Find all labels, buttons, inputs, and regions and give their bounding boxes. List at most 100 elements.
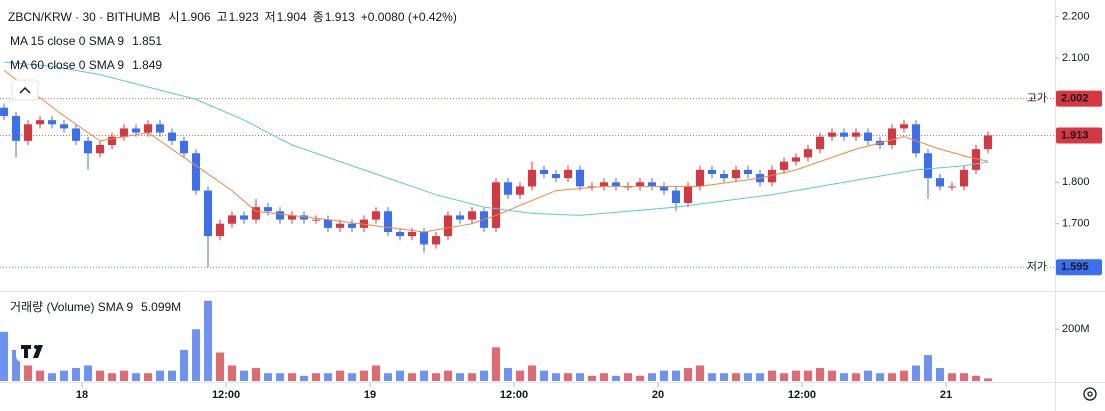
volume-bar	[24, 365, 33, 381]
volume-bar	[480, 370, 489, 381]
candle-body	[971, 149, 980, 170]
candle-body	[96, 145, 105, 154]
tradingview-logo[interactable]	[16, 338, 50, 362]
candle-body	[312, 219, 321, 221]
y-tick-label: 2.100	[1062, 52, 1090, 64]
volume-bar	[683, 368, 692, 381]
candle-body	[516, 186, 525, 195]
candle-body	[815, 136, 824, 150]
candle-body	[432, 236, 441, 245]
candle-body	[252, 207, 261, 220]
volume-bar	[947, 373, 956, 381]
candle-body	[563, 169, 572, 179]
price-label-box	[1056, 259, 1102, 276]
legend-text: MA 60 close 0 SMA 9	[10, 58, 124, 72]
legend-text: 1.851	[132, 34, 162, 48]
volume-bar	[36, 370, 45, 381]
volume-bar	[0, 331, 9, 381]
candle-body	[504, 182, 513, 195]
volume-bar	[803, 370, 812, 381]
candle-body	[276, 211, 285, 220]
candle-body	[48, 120, 57, 125]
candle-body	[216, 223, 225, 237]
candle-body	[779, 161, 788, 170]
volume-bar	[671, 370, 680, 381]
candle-body	[408, 232, 417, 237]
volume-bar	[420, 370, 429, 381]
legend-text: 종	[313, 10, 324, 24]
volume-bar	[276, 373, 285, 381]
candle-body	[288, 215, 297, 220]
volume-bar	[264, 373, 273, 381]
volume-bar	[396, 370, 405, 381]
volume-bar	[719, 373, 728, 381]
candle-body	[623, 186, 632, 188]
volume-bar	[168, 370, 177, 381]
candle-body	[851, 132, 860, 137]
volume-bar	[288, 373, 297, 381]
legend-text: 시	[168, 10, 179, 24]
x-tick-label: 19	[364, 389, 376, 401]
volume-bar	[96, 370, 105, 381]
volume-bar	[863, 370, 872, 381]
volume-bar	[839, 373, 848, 381]
candle-body	[839, 132, 848, 137]
candle-body	[923, 153, 932, 179]
candle-body	[444, 215, 453, 237]
legend-text: 거래량 (Volume) SMA 9	[10, 300, 133, 314]
candle-body	[887, 128, 896, 145]
candle-body	[120, 128, 129, 137]
price-label-box	[1056, 90, 1102, 107]
volume-bar	[324, 373, 333, 381]
y-tick-label: 1.700	[1062, 218, 1090, 230]
x-tick-label: 18	[76, 389, 88, 401]
plot	[0, 61, 1055, 381]
candle-body	[767, 169, 776, 183]
volume-bar	[623, 373, 632, 381]
legend-text: MA 15 close 0 SMA 9	[10, 34, 124, 48]
volume-bar	[12, 349, 21, 381]
candle-body	[683, 186, 692, 203]
price-label: 1.913	[1061, 129, 1089, 141]
candle-body	[456, 215, 465, 220]
volume-bar	[935, 368, 944, 381]
candle-body	[228, 215, 237, 224]
volume-bar	[707, 373, 716, 381]
settings-button[interactable]	[1083, 387, 1097, 401]
volume-bar	[767, 370, 776, 381]
legend-text: 1.906	[181, 10, 211, 24]
candle-body	[635, 182, 644, 187]
volume-bar	[504, 368, 513, 381]
legend-text: 1.849	[132, 58, 162, 72]
ma-line	[3, 61, 989, 216]
x-tick-label: 12:00	[212, 389, 240, 401]
candle-body	[108, 136, 117, 145]
volume-bar	[72, 368, 81, 381]
candle-body	[659, 186, 668, 191]
volume-bar	[755, 373, 764, 381]
x-tick-label: 12:00	[500, 389, 528, 401]
volume-bar	[551, 373, 560, 381]
candle-body	[551, 174, 560, 179]
candle-body	[144, 124, 153, 133]
collapse-button[interactable]	[11, 79, 39, 101]
volume-bar	[887, 373, 896, 381]
volume-bar	[791, 370, 800, 381]
candle-body	[60, 124, 69, 129]
candle-body	[935, 178, 944, 187]
volume-bar	[492, 347, 501, 381]
volume-bar	[336, 370, 345, 381]
ma-line	[3, 70, 989, 233]
volume-bar	[516, 370, 525, 381]
candle-body	[743, 169, 752, 174]
volume-bar	[563, 373, 572, 381]
volume-bar	[923, 355, 932, 381]
candle-body	[372, 211, 381, 220]
volume-bar	[456, 373, 465, 381]
candle-body	[180, 140, 189, 154]
candle-body	[168, 132, 177, 141]
volume-bar	[228, 365, 237, 381]
legend-text: 1.904	[277, 10, 307, 24]
